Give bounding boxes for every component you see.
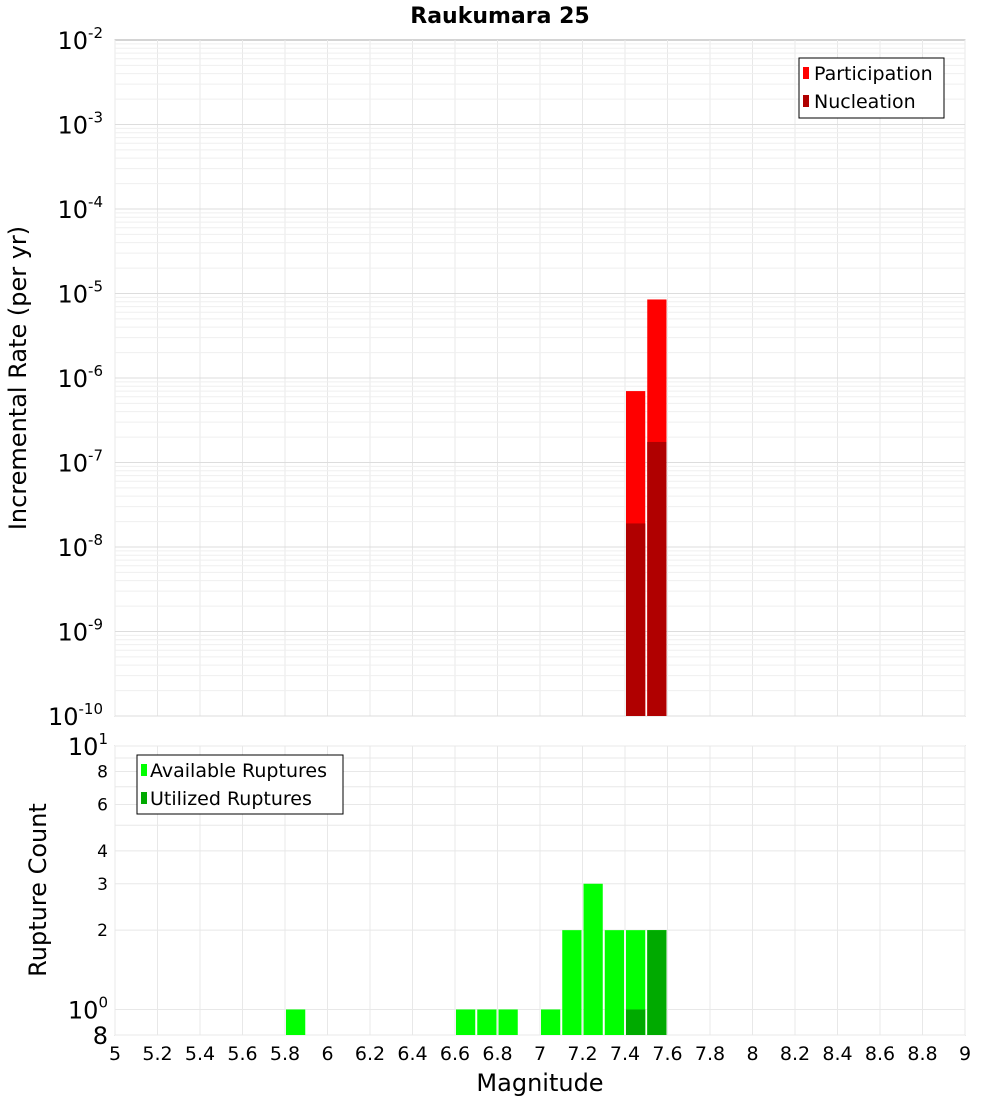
available-ruptures-bar bbox=[541, 1009, 561, 1035]
top-bars bbox=[626, 299, 667, 716]
x-tick-label: 7.6 bbox=[652, 1043, 682, 1065]
x-tick-label: 7.4 bbox=[610, 1043, 640, 1065]
bottom-y-tick-label: 8 bbox=[93, 1022, 108, 1050]
bottom-y-tick-label: 8 bbox=[97, 763, 108, 783]
top-legend: Participation Nucleation bbox=[798, 57, 945, 119]
x-tick-label: 5.2 bbox=[142, 1043, 172, 1065]
top-y-tick-label: 10-9 bbox=[57, 616, 103, 647]
x-axis-label: Magnitude bbox=[476, 1069, 603, 1097]
x-tick-label: 6.8 bbox=[482, 1043, 512, 1065]
bottom-y-tick-label: 101 bbox=[68, 730, 108, 761]
available-ruptures-bar bbox=[498, 1009, 518, 1035]
available-ruptures-bar bbox=[456, 1009, 476, 1035]
top-legend-box bbox=[798, 57, 945, 119]
x-tick-label: 9 bbox=[959, 1043, 971, 1065]
top-y-tick-label: 10-6 bbox=[57, 362, 103, 393]
bottom-y-tick-label: 2 bbox=[97, 921, 108, 941]
participation-legend-swatch bbox=[803, 67, 809, 79]
bottom-y-tick-label: 3 bbox=[97, 875, 108, 895]
x-tick-label: 8.4 bbox=[822, 1043, 852, 1065]
utilized-ruptures-bar bbox=[647, 930, 667, 1035]
available-ruptures-legend-swatch bbox=[141, 764, 147, 776]
nucleation-bar bbox=[626, 523, 646, 716]
chart-title: Raukumara 25 bbox=[410, 4, 589, 29]
x-tick-label: 5 bbox=[109, 1043, 121, 1065]
top-y-tick-label: 10-5 bbox=[57, 278, 103, 309]
nucleation-legend-label: Nucleation bbox=[814, 91, 916, 113]
top-y-tick-label: 10-10 bbox=[48, 700, 103, 731]
available-ruptures-bar bbox=[626, 930, 646, 1035]
nucleation-legend-swatch bbox=[803, 95, 809, 107]
x-tick-labels: 5 5.2 5.4 5.6 5.8 6 6.2 6.4 6.6 6.8 7 7.2 7.4 7.6 7.8 8… bbox=[109, 1043, 971, 1065]
bottom-y-axis-label: Rupture Count bbox=[24, 803, 52, 977]
x-tick-label: 6.4 bbox=[397, 1043, 427, 1065]
x-tick-label: 8 bbox=[746, 1043, 758, 1065]
bottom-y-tick-label: 4 bbox=[97, 842, 108, 862]
top-y-tick-labels: 10-2 10-3 10-4 10-5 10-6 10-7 10-8 10-9 10-10 bbox=[48, 24, 103, 731]
available-ruptures-bar bbox=[286, 1009, 306, 1035]
bottom-legend: Available Ruptures Utilized Ruptures bbox=[136, 754, 344, 815]
utilized-ruptures-legend-label: Utilized Ruptures bbox=[150, 788, 312, 810]
x-tick-label: 6.6 bbox=[440, 1043, 470, 1065]
x-tick-label: 6.2 bbox=[355, 1043, 385, 1065]
available-ruptures-bar bbox=[604, 930, 624, 1035]
x-tick-label: 8.8 bbox=[907, 1043, 937, 1065]
nucleation-bar bbox=[647, 441, 667, 716]
bottom-legend-box bbox=[136, 754, 344, 815]
bottom-y-tick-label: 100 bbox=[68, 993, 108, 1024]
x-tick-label: 6 bbox=[321, 1043, 333, 1065]
x-tick-label: 7 bbox=[534, 1043, 546, 1065]
x-tick-label: 7.2 bbox=[567, 1043, 597, 1065]
top-y-tick-label: 10-8 bbox=[57, 531, 103, 562]
top-y-tick-label: 10-4 bbox=[57, 193, 103, 224]
bottom-bars bbox=[286, 883, 667, 1035]
x-tick-label: 8.6 bbox=[865, 1043, 895, 1065]
available-ruptures-bar bbox=[562, 930, 582, 1035]
available-ruptures-bar bbox=[477, 1009, 497, 1035]
bottom-y-tick-label: 6 bbox=[97, 795, 108, 815]
x-tick-label: 5.4 bbox=[185, 1043, 215, 1065]
utilized-ruptures-bar bbox=[626, 1009, 646, 1035]
top-y-tick-label: 10-3 bbox=[57, 109, 103, 140]
x-tick-label: 5.6 bbox=[227, 1043, 257, 1065]
x-tick-label: 7.8 bbox=[695, 1043, 725, 1065]
participation-legend-label: Participation bbox=[814, 63, 933, 85]
available-ruptures-bar bbox=[583, 883, 603, 1035]
top-grid bbox=[114, 40, 966, 717]
top-y-tick-label: 10-2 bbox=[57, 24, 103, 55]
top-y-axis-label: Incremental Rate (per yr) bbox=[4, 226, 32, 530]
x-tick-label: 5.8 bbox=[270, 1043, 300, 1065]
x-tick-label: 8.2 bbox=[780, 1043, 810, 1065]
utilized-ruptures-legend-swatch bbox=[141, 792, 147, 804]
top-y-tick-label: 10-7 bbox=[57, 447, 103, 478]
participation-nucleation-panel: 10-2 10-3 10-4 10-5 10-6 10-7 10-8 10-9 10-10 In… bbox=[4, 24, 966, 731]
available-ruptures-legend-label: Available Ruptures bbox=[150, 760, 327, 782]
